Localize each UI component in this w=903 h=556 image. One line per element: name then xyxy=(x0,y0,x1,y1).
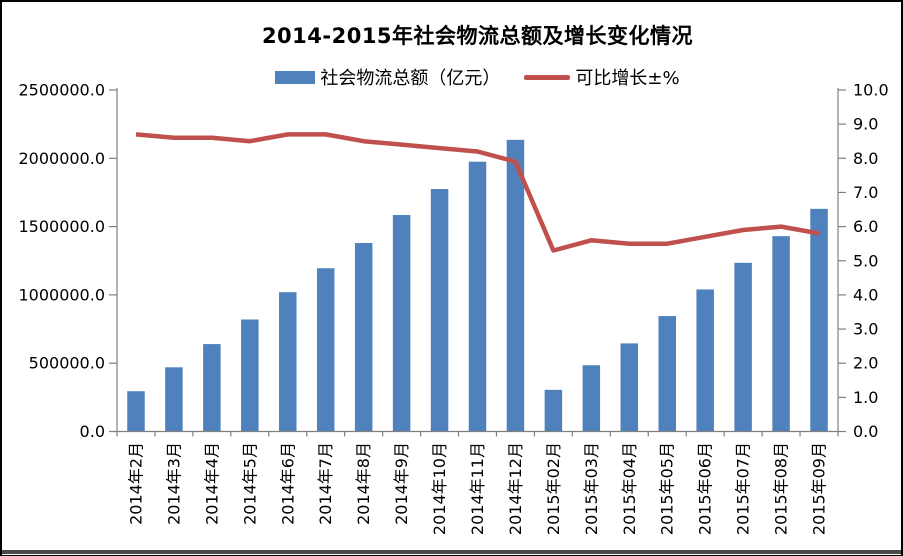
chart-title: 2014-2015年社会物流总额及增长变化情况 xyxy=(261,24,694,48)
x-axis-label: 2015年03月 xyxy=(582,442,601,535)
bar-16 xyxy=(734,262,752,432)
bar-series-label: 社会物流总额（亿元） xyxy=(320,68,501,89)
x-axis-label: 2014年3月 xyxy=(164,442,183,525)
right-axis-label: 3.0 xyxy=(853,320,878,339)
bar-17 xyxy=(772,236,790,432)
right-axis-label: 4.0 xyxy=(853,285,878,304)
bar-8 xyxy=(430,189,449,432)
left-axis-label: 0.0 xyxy=(80,422,105,441)
bar-12 xyxy=(582,365,601,432)
right-axis-label: 9.0 xyxy=(853,115,878,134)
bar-1 xyxy=(165,367,183,432)
growth-line xyxy=(135,132,820,253)
x-axis-label: 2014年2月 xyxy=(127,442,146,525)
legend-item-bar-series: 社会物流总额（亿元） xyxy=(275,64,500,90)
right-axis-label: 6.0 xyxy=(853,217,878,236)
x-axis-label: 2015年06月 xyxy=(696,442,715,535)
line-series-label: 可比增长±% xyxy=(575,68,680,89)
x-axis-label: 2014年11月 xyxy=(468,442,487,535)
bar-11 xyxy=(544,389,563,432)
left-axis-label: 2500000.0 xyxy=(18,81,105,100)
x-axis-label: 2014年12月 xyxy=(506,442,525,535)
right-axis-label: 5.0 xyxy=(853,251,878,270)
line-series-swatch xyxy=(524,74,571,80)
left-axis-label: 2000000.0 xyxy=(18,149,105,168)
bar-series xyxy=(127,139,828,432)
x-axis-label: 2014年9月 xyxy=(392,442,411,525)
right-axis-label: 2.0 xyxy=(853,354,878,373)
right-axis-label: 1.0 xyxy=(853,388,878,407)
right-axis-labels: 10.0 9.0 8.0 7.0 6.0 5.0 4.0 3.0 2.0 1.0 0.0 xyxy=(853,81,889,442)
x-axis-label: 2015年09月 xyxy=(810,442,829,535)
x-axis-label: 2015年07月 xyxy=(734,442,753,535)
x-axis-labels: 2014年2月 2014年3月 2014年4月 2014年5月 2014年6月 2014年… xyxy=(127,442,829,535)
x-axis-label: 2015年08月 xyxy=(772,442,791,535)
axes xyxy=(109,88,846,437)
bar-0 xyxy=(127,391,145,432)
bar-13 xyxy=(620,343,639,432)
x-axis-label: 2014年4月 xyxy=(202,442,221,525)
x-axis-label: 2014年5月 xyxy=(240,442,259,525)
bar-9 xyxy=(468,161,487,432)
x-axis-label: 2014年7月 xyxy=(316,442,335,525)
right-axis-label: 10.0 xyxy=(853,81,889,100)
x-axis-label: 2014年6月 xyxy=(278,442,297,525)
bar-6 xyxy=(354,242,373,432)
x-axis-label: 2015年05月 xyxy=(658,442,677,535)
x-axis-label: 2014年10月 xyxy=(430,442,449,535)
bar-15 xyxy=(696,289,714,432)
bar-10 xyxy=(506,139,525,432)
left-axis-label: 500000.0 xyxy=(29,354,105,373)
bar-7 xyxy=(392,214,411,432)
left-axis-labels: 2500000.0 2000000.0 1500000.0 1000000.0 5000… xyxy=(18,81,105,442)
right-axis-label: 7.0 xyxy=(853,183,878,202)
bar-14 xyxy=(658,316,676,432)
x-axis-label: 2014年8月 xyxy=(354,442,373,525)
x-axis-label: 2015年02月 xyxy=(544,442,563,535)
legend-item-line-series: 可比增长±% xyxy=(524,64,680,90)
right-axis-label: 0.0 xyxy=(853,422,878,441)
left-axis-label: 1500000.0 xyxy=(18,217,105,236)
x-axis-label: 2015年04月 xyxy=(620,442,639,535)
legend: 社会物流总额（亿元） 可比增长±% xyxy=(117,64,838,90)
bar-5 xyxy=(316,268,335,432)
bar-series-swatch xyxy=(275,70,316,84)
right-axis-label: 8.0 xyxy=(853,149,878,168)
bottom-edge xyxy=(0,550,903,554)
bar-3 xyxy=(241,319,259,432)
bar-2 xyxy=(203,344,221,432)
bar-18 xyxy=(810,208,828,432)
bar-4 xyxy=(279,292,297,432)
left-axis-label: 1000000.0 xyxy=(18,285,105,304)
